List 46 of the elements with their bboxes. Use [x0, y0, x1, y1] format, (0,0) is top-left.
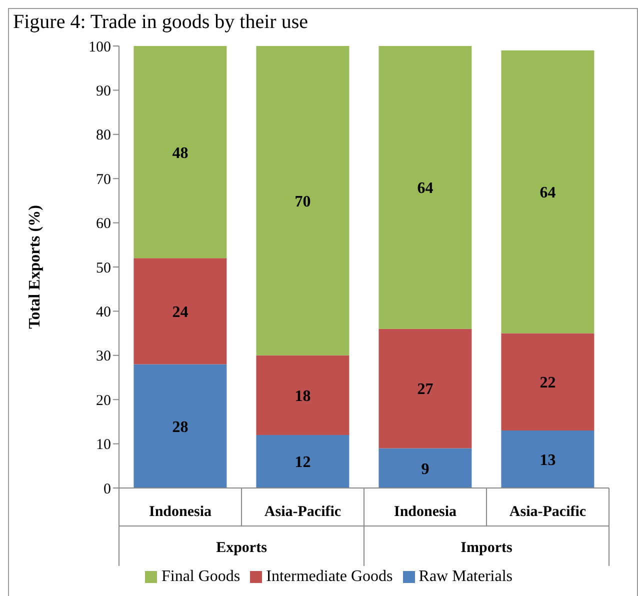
- data-label: 13: [540, 452, 556, 469]
- bar: [501, 50, 594, 334]
- data-label: 28: [172, 418, 188, 436]
- y-tick-label: 0: [104, 481, 111, 498]
- bar: [501, 333, 594, 431]
- y-tick-label: 40: [96, 304, 111, 321]
- legend-label: Intermediate Goods: [266, 568, 393, 585]
- y-tick-label: 60: [96, 216, 111, 232]
- data-label: 18: [294, 388, 311, 405]
- bar: [378, 46, 472, 329]
- data-label: 64: [417, 180, 434, 198]
- y-tick-label: 50: [96, 260, 111, 276]
- bar: [134, 46, 227, 258]
- x-tick-label: Indonesia: [394, 504, 458, 520]
- bar: [378, 448, 472, 488]
- bar: [501, 430, 594, 488]
- y-tick-label: 100: [88, 39, 111, 56]
- data-label: 48: [172, 144, 188, 162]
- y-tick-label: 20: [96, 392, 111, 409]
- data-label: 70: [294, 193, 311, 210]
- y-tick-label: 30: [96, 348, 111, 365]
- y-axis-title: Total Exports (%): [26, 205, 44, 329]
- data-label: 12: [294, 454, 311, 472]
- y-tick-label: 80: [96, 128, 111, 144]
- data-label: 27: [417, 381, 434, 398]
- bar: [134, 258, 227, 364]
- chart-title: Figure 4: Trade in goods by their use: [12, 10, 309, 35]
- bar: [256, 46, 350, 356]
- text: Exports: [216, 540, 268, 556]
- legend-label: Raw Materials: [418, 568, 513, 585]
- bar: [256, 434, 350, 488]
- x-tick-label: Asia-Pacific: [509, 504, 586, 520]
- text: Imports: [460, 540, 512, 556]
- legend-label: Final Goods: [161, 568, 240, 585]
- y-tick-label: 10: [96, 437, 111, 454]
- x-tick-label: Indonesia: [148, 504, 212, 520]
- bar: [134, 364, 227, 488]
- y-tick-label: 90: [96, 84, 111, 100]
- data-label: 9: [421, 460, 430, 478]
- data-label: 22: [540, 374, 556, 392]
- data-label: 24: [172, 304, 188, 321]
- bar: [256, 355, 350, 435]
- x-tick-label: Asia-Pacific: [264, 504, 342, 520]
- y-tick-label: 70: [96, 172, 111, 188]
- data-label: 64: [540, 184, 556, 202]
- bar: [378, 328, 472, 448]
